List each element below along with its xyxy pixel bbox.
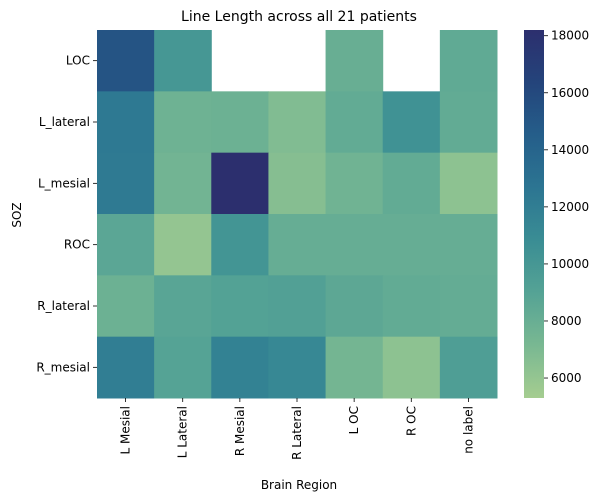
heatmap-cell <box>325 152 384 215</box>
heatmap-cell <box>97 30 155 92</box>
y-tick-label: ROC <box>64 238 90 252</box>
heatmap-cell <box>439 214 498 276</box>
heatmap-cell <box>439 336 498 399</box>
y-axis-ticks: LOC L_lateral L_mesial ROC R_lateral R_mesial <box>36 54 97 374</box>
heatmap-cell <box>97 152 155 215</box>
heatmap-cell <box>211 91 269 154</box>
colorbar-tick-label: 16000 <box>551 86 589 100</box>
heatmap-cell <box>382 275 441 338</box>
heatmap-cell <box>97 214 155 276</box>
heatmap-cell <box>97 91 155 154</box>
heatmap-cell <box>439 30 498 92</box>
chart-title: Line Length across all 21 patients <box>181 9 417 25</box>
heatmap-cell <box>211 336 269 399</box>
x-tick-label: R Lateral <box>290 406 304 460</box>
heatmap-cell <box>268 275 327 338</box>
x-tick-label: L OC <box>347 406 361 434</box>
heatmap-cell <box>439 91 498 154</box>
colorbar-tick-label: 10000 <box>551 257 589 271</box>
heatmap-cell <box>268 214 327 276</box>
heatmap-cell <box>154 336 212 399</box>
colorbar-tick-label: 8000 <box>551 314 582 328</box>
heatmap-cell <box>268 336 327 399</box>
colorbar <box>524 30 544 398</box>
colorbar-ticks: 6000 8000 10000 12000 14000 16000 18000 <box>544 29 589 385</box>
x-axis-ticks: L Mesial L Lateral R Mesial R Lateral L OC R … <box>119 398 475 460</box>
x-tick-label: L Lateral <box>176 406 190 458</box>
heatmap-cell <box>154 275 212 338</box>
heatmap-cell <box>211 275 269 338</box>
y-tick-label: LOC <box>66 54 90 68</box>
heatmap-cell <box>325 91 384 154</box>
x-tick-label: R Mesial <box>233 406 247 456</box>
y-tick-label: L_mesial <box>38 176 90 190</box>
y-tick-label: L_lateral <box>39 115 90 129</box>
colorbar-tick-label: 12000 <box>551 200 589 214</box>
heatmap-cell <box>97 275 155 338</box>
x-tick-label: R OC <box>404 406 418 436</box>
heatmap-cell <box>325 214 384 276</box>
heatmap-cell <box>439 275 498 338</box>
heatmap-cell <box>268 91 327 154</box>
colorbar-tick-label: 18000 <box>551 29 589 43</box>
heatmap-cell <box>154 91 212 154</box>
x-tick-label: L Mesial <box>119 406 133 455</box>
x-axis-label: Brain Region <box>261 478 337 492</box>
heatmap-cell <box>382 214 441 276</box>
heatmap-cell <box>154 152 212 215</box>
y-tick-label: R_mesial <box>36 360 90 374</box>
x-tick-label: no label <box>461 406 475 454</box>
colorbar-tick-label: 14000 <box>551 143 589 157</box>
heatmap-cells <box>97 30 498 399</box>
heatmap-cell <box>325 30 384 92</box>
heatmap-cell <box>382 152 441 215</box>
heatmap-cell <box>97 336 155 399</box>
colorbar-tick-label: 6000 <box>551 371 582 385</box>
heatmap-cell <box>211 152 269 215</box>
heatmap-cell <box>325 336 384 399</box>
heatmap-cell <box>439 152 498 215</box>
heatmap-cell <box>211 214 269 276</box>
heatmap-cell <box>382 336 441 399</box>
heatmap-cell <box>325 275 384 338</box>
heatmap-cell <box>268 152 327 215</box>
heatmap-cell <box>154 214 212 276</box>
heatmap-cell <box>154 30 212 92</box>
y-tick-label: R_lateral <box>37 299 90 313</box>
y-axis-label: SOZ <box>10 202 24 227</box>
heatmap-cell <box>382 91 441 154</box>
